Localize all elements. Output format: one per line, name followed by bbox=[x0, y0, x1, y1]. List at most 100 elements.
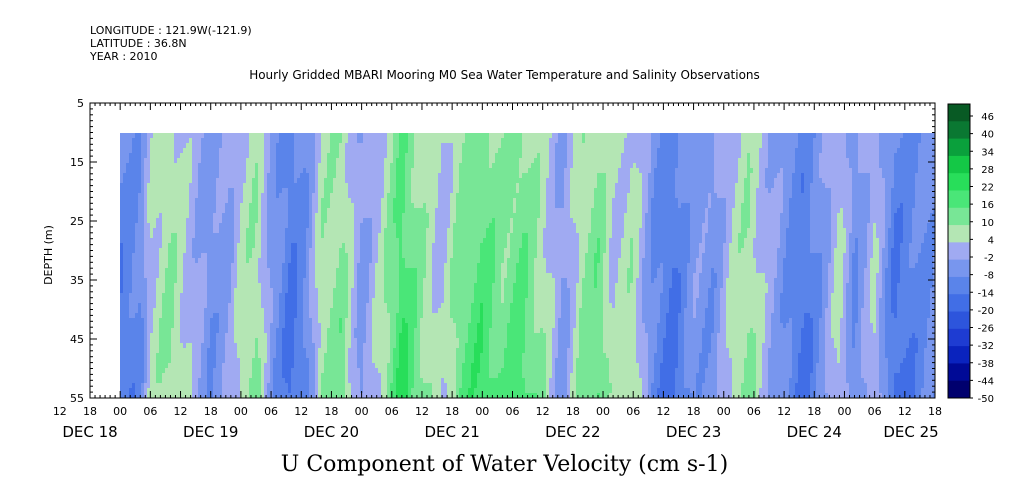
heatmap-cell bbox=[249, 238, 252, 243]
heatmap-cell bbox=[135, 223, 138, 228]
heatmap-cell bbox=[186, 323, 189, 328]
heatmap-cell bbox=[375, 288, 378, 293]
heatmap-cell bbox=[171, 258, 174, 263]
heatmap-cell bbox=[210, 218, 213, 223]
heatmap-cell bbox=[276, 313, 279, 318]
heatmap-cell bbox=[264, 138, 267, 143]
heatmap-cell bbox=[345, 163, 348, 168]
heatmap-cell bbox=[372, 198, 375, 203]
heatmap-cell bbox=[258, 228, 261, 233]
heatmap-cell bbox=[198, 253, 201, 258]
heatmap-cell bbox=[171, 243, 174, 248]
heatmap-cell bbox=[357, 328, 360, 333]
heatmap-cell bbox=[393, 263, 396, 268]
heatmap-cell bbox=[129, 163, 132, 168]
heatmap-cell bbox=[156, 303, 159, 308]
heatmap-cell bbox=[297, 188, 300, 193]
heatmap-cell bbox=[387, 198, 390, 203]
heatmap-cell bbox=[369, 318, 372, 323]
heatmap-cell bbox=[303, 243, 306, 248]
heatmap-cell bbox=[258, 168, 261, 173]
heatmap-cell bbox=[192, 253, 195, 258]
heatmap-cell bbox=[393, 188, 396, 193]
heatmap-cell bbox=[252, 323, 255, 328]
heatmap-cell bbox=[159, 198, 162, 203]
heatmap-cell bbox=[378, 348, 381, 353]
heatmap-cell bbox=[231, 153, 234, 158]
heatmap-cell bbox=[306, 298, 309, 303]
heatmap-cell bbox=[135, 273, 138, 278]
heatmap-cell bbox=[261, 198, 264, 203]
heatmap-cell bbox=[363, 188, 366, 193]
heatmap-cell bbox=[162, 318, 165, 323]
heatmap-cell bbox=[342, 153, 345, 158]
heatmap-cell bbox=[156, 278, 159, 283]
heatmap-cell bbox=[216, 353, 219, 358]
heatmap-cell bbox=[141, 218, 144, 223]
heatmap-cell bbox=[294, 238, 297, 243]
heatmap-cell bbox=[186, 228, 189, 233]
heatmap-cell bbox=[282, 328, 285, 333]
heatmap-cell bbox=[306, 378, 309, 383]
heatmap-cell bbox=[120, 228, 123, 233]
heatmap-cell bbox=[249, 308, 252, 313]
heatmap-cell bbox=[147, 208, 150, 213]
heatmap-cell bbox=[189, 318, 192, 323]
heatmap-cell bbox=[189, 303, 192, 308]
heatmap-cell bbox=[204, 283, 207, 288]
heatmap-cell bbox=[396, 133, 399, 138]
heatmap-cell bbox=[387, 273, 390, 278]
heatmap-cell bbox=[306, 333, 309, 338]
heatmap-cell bbox=[312, 328, 315, 333]
heatmap-cell bbox=[375, 358, 378, 363]
heatmap-cell bbox=[375, 183, 378, 188]
heatmap-cell bbox=[363, 213, 366, 218]
heatmap-cell bbox=[255, 143, 258, 148]
heatmap-cell bbox=[354, 208, 357, 213]
heatmap-cell bbox=[303, 138, 306, 143]
heatmap-cell bbox=[297, 293, 300, 298]
heatmap-cell bbox=[207, 363, 210, 368]
heatmap-cell bbox=[312, 183, 315, 188]
heatmap-cell bbox=[327, 203, 330, 208]
heatmap-cell bbox=[264, 238, 267, 243]
heatmap-cell bbox=[285, 303, 288, 308]
heatmap-cell bbox=[126, 213, 129, 218]
heatmap-cell bbox=[162, 218, 165, 223]
heatmap-cell bbox=[162, 368, 165, 373]
heatmap-cell bbox=[285, 193, 288, 198]
heatmap-cell bbox=[354, 238, 357, 243]
heatmap-cell bbox=[294, 333, 297, 338]
heatmap-cell bbox=[399, 348, 402, 353]
heatmap-cell bbox=[372, 188, 375, 193]
heatmap-cell bbox=[324, 348, 327, 353]
heatmap-cell bbox=[267, 293, 270, 298]
heatmap-cell bbox=[351, 338, 354, 343]
heatmap-cell bbox=[189, 133, 192, 138]
heatmap-cell bbox=[378, 228, 381, 233]
heatmap-cell bbox=[384, 278, 387, 283]
heatmap-cell bbox=[156, 388, 159, 393]
heatmap-cell bbox=[357, 203, 360, 208]
heatmap-cell bbox=[225, 318, 228, 323]
heatmap-cell bbox=[294, 138, 297, 143]
heatmap-cell bbox=[126, 333, 129, 338]
heatmap-cell bbox=[264, 308, 267, 313]
heatmap-cell bbox=[246, 363, 249, 368]
heatmap-cell bbox=[258, 358, 261, 363]
heatmap-cell bbox=[282, 238, 285, 243]
heatmap-cell bbox=[324, 308, 327, 313]
heatmap-cell bbox=[234, 148, 237, 153]
heatmap-cell bbox=[309, 263, 312, 268]
heatmap-cell bbox=[285, 348, 288, 353]
heatmap-cell bbox=[144, 203, 147, 208]
heatmap-cell bbox=[141, 278, 144, 283]
heatmap-cell bbox=[168, 373, 171, 378]
heatmap-cell bbox=[264, 333, 267, 338]
heatmap-cell bbox=[276, 133, 279, 138]
heatmap-cell bbox=[390, 373, 393, 378]
heatmap-cell bbox=[249, 258, 252, 263]
heatmap-cell bbox=[240, 283, 243, 288]
heatmap-cell bbox=[198, 323, 201, 328]
heatmap-cell bbox=[294, 158, 297, 163]
